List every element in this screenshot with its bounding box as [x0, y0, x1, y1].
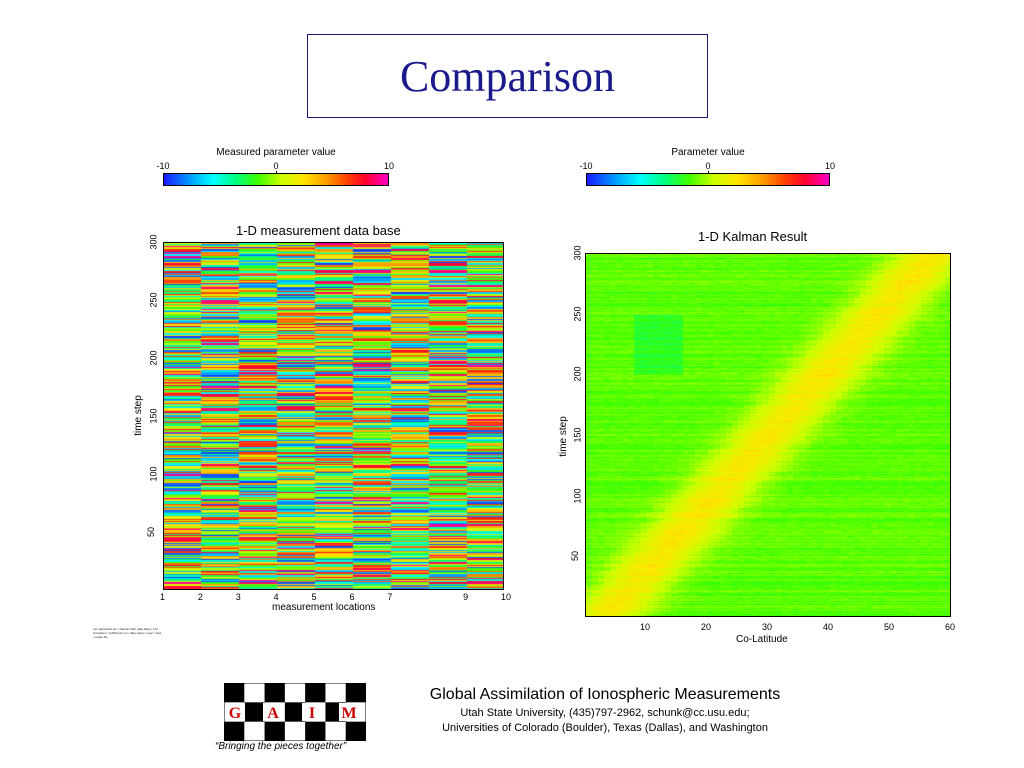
logo-square — [305, 721, 326, 741]
logo-letter-a: A — [267, 705, 279, 722]
left-x-label: measurement locations — [272, 602, 376, 613]
left-colorbar-max: 10 — [383, 161, 395, 171]
run-info-text: run: kalman1d.pro / Kalman filter data b… — [93, 627, 162, 639]
right-y-tick-150: 150 — [572, 427, 583, 443]
right-heatmap — [585, 253, 951, 617]
logo-tagline: “Bringing the pieces together” — [215, 741, 347, 752]
left-colorbar-min: -10 — [156, 161, 170, 171]
right-colorbar-label: Parameter value — [671, 147, 745, 158]
footer-line-2: Utah State University, (435)797-2962, sc… — [460, 707, 750, 719]
logo-square — [224, 721, 245, 741]
logo-square — [305, 683, 326, 703]
left-x-tick-9: 9 — [463, 592, 469, 602]
footer: Global Assimilation of Ionospheric Measu… — [385, 686, 825, 734]
right-y-label: time step — [557, 416, 569, 457]
logo-square — [345, 721, 366, 741]
right-y-tick-100: 100 — [572, 488, 583, 504]
logo-letter-i: I — [309, 705, 315, 722]
logo-letter-g: G — [229, 705, 242, 722]
left-x-tick-5: 5 — [311, 592, 317, 602]
left-x-tick-6: 6 — [349, 592, 355, 602]
right-colorbar: Parameter value -10 0 10 — [579, 147, 835, 191]
left-y-tick-200: 200 — [148, 350, 159, 366]
left-heatmap-canvas — [164, 243, 503, 589]
left-y-tick-50: 50 — [146, 526, 157, 538]
left-y-tick-250: 250 — [148, 292, 159, 308]
left-x-tick-2: 2 — [197, 592, 203, 602]
title-box: Comparison — [307, 34, 708, 118]
logo-letter-bg — [339, 703, 359, 721]
logo-square — [284, 702, 306, 722]
right-x-tick-50: 50 — [884, 622, 895, 632]
left-x-tick-4: 4 — [273, 592, 279, 602]
logo-letter-m: M — [341, 705, 356, 722]
left-y-tick-150: 150 — [148, 408, 159, 424]
right-x-tick-60: 60 — [945, 622, 956, 632]
logo-square — [224, 683, 245, 703]
left-colorbar-label: Measured parameter value — [216, 147, 336, 158]
right-y-tick-50: 50 — [570, 551, 581, 562]
logo-square — [264, 721, 285, 741]
logo-letter-bg — [302, 703, 322, 721]
left-x-tick-10: 10 — [501, 592, 512, 602]
right-plot-title: 1-D Kalman Result — [698, 229, 808, 244]
left-y-tick-300: 300 — [148, 234, 159, 250]
left-x-tick-7: 7 — [387, 592, 393, 602]
right-x-tick-20: 20 — [701, 622, 712, 632]
right-y-tick-250: 250 — [572, 306, 583, 322]
left-x-tick-3: 3 — [235, 592, 241, 602]
right-colorbar-mid: 0 — [705, 161, 711, 171]
left-colorbar-mid: 0 — [273, 161, 279, 171]
logo-square — [244, 702, 265, 722]
left-heatmap — [163, 242, 504, 590]
right-x-tick-40: 40 — [823, 622, 834, 632]
right-y-tick-300: 300 — [572, 245, 583, 261]
logo-letter-bg — [225, 703, 245, 721]
logo-square — [345, 683, 366, 703]
footer-line-1: Global Assimilation of Ionospheric Measu… — [429, 686, 781, 703]
slide-title: Comparison — [399, 51, 616, 101]
right-colorbar-max: 10 — [824, 161, 836, 171]
left-y-tick-100: 100 — [148, 466, 159, 482]
left-colorbar: Measured parameter value -10 0 10 — [156, 147, 394, 191]
footer-line-3: Universities of Colorado (Boulder), Texa… — [442, 722, 768, 734]
right-colorbar-min: -10 — [579, 161, 593, 171]
right-colorbar-gradient — [586, 173, 830, 186]
left-colorbar-gradient — [163, 173, 389, 186]
logo-letter-bg — [263, 703, 283, 721]
left-plot-title: 1-D measurement data base — [236, 223, 401, 238]
left-y-label: time step — [132, 395, 144, 436]
logo-square — [264, 683, 285, 703]
right-x-tick-30: 30 — [762, 622, 773, 632]
right-y-tick-200: 200 — [572, 366, 583, 382]
right-x-label: Co-Latitude — [736, 634, 788, 645]
right-heatmap-canvas — [586, 254, 950, 616]
left-x-tick-1: 1 — [160, 592, 166, 602]
right-x-tick-10: 10 — [640, 622, 651, 632]
